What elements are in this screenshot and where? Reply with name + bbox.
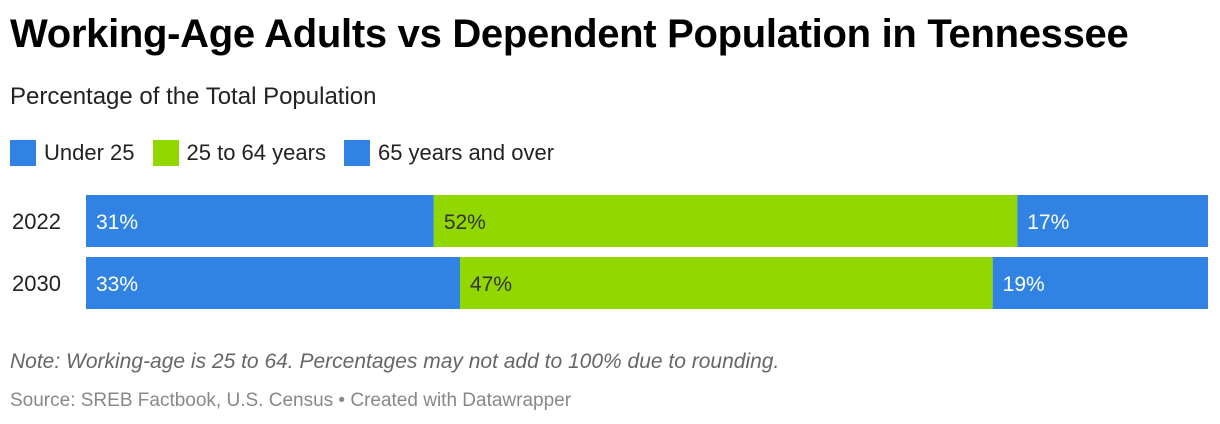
legend-item-25-to-64: 25 to 64 years bbox=[152, 140, 326, 166]
category-label-2030: 2030 bbox=[12, 271, 61, 296]
category-label-2022: 2022 bbox=[12, 209, 61, 234]
legend-label-25-to-64: 25 to 64 years bbox=[186, 140, 326, 165]
data-label-2022-under-25: 31% bbox=[96, 211, 138, 234]
chart-source: Source: SREB Factbook, U.S. Census • Cre… bbox=[10, 390, 572, 411]
data-label-2022-65-years-and-over: 17% bbox=[1027, 211, 1069, 234]
chart-title: Working-Age Adults vs Dependent Populati… bbox=[10, 12, 1129, 56]
legend-label-65-and-over: 65 years and over bbox=[377, 140, 555, 165]
legend-item-under-25: Under 25 bbox=[10, 140, 135, 166]
legend-swatch-25-to-64 bbox=[152, 140, 179, 166]
chart-subtitle: Percentage of the Total Population bbox=[10, 83, 377, 110]
bar-2022-65-years-and-over bbox=[1017, 195, 1208, 247]
data-label-2030-25-to-64-years: 47% bbox=[470, 273, 512, 296]
legend-label-under-25: Under 25 bbox=[44, 140, 135, 165]
chart-legend: Under 25 25 to 64 years 65 years and ove… bbox=[10, 139, 572, 167]
legend-swatch-under-25 bbox=[10, 140, 36, 166]
bar-2022-25-to-64-years bbox=[433, 195, 1018, 247]
data-label-2030-65-years-and-over: 19% bbox=[1003, 273, 1045, 296]
bar-2030-25-to-64-years bbox=[460, 257, 993, 309]
bar-2022-under-25 bbox=[86, 195, 434, 247]
legend-item-65-and-over: 65 years and over bbox=[343, 140, 555, 166]
data-label-2022-25-to-64-years: 52% bbox=[444, 211, 486, 234]
data-label-2030-under-25: 33% bbox=[96, 273, 138, 296]
bar-2030-under-25 bbox=[86, 257, 460, 309]
legend-swatch-65-and-over bbox=[343, 140, 370, 166]
bar-2030-65-years-and-over bbox=[992, 257, 1208, 309]
stacked-bar-chart: 2022 31% 52% 17% 2030 33% 47% 19% bbox=[12, 195, 1208, 309]
chart-note: Note: Working-age is 25 to 64. Percentag… bbox=[10, 350, 780, 373]
